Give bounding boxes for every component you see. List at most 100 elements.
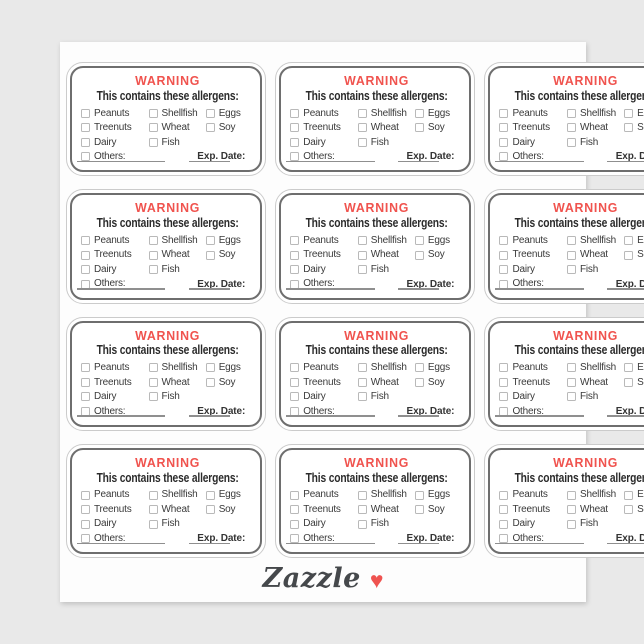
- allergen-option-peanuts: Peanuts: [81, 235, 149, 247]
- sticker-border: WARNING This contains these allergens: P…: [279, 193, 472, 300]
- sticker-border: WARNING This contains these allergens: P…: [279, 320, 472, 427]
- allergen-name: Wheat: [579, 376, 608, 388]
- checkbox-icon: [357, 123, 367, 133]
- checkbox-icon: [499, 490, 509, 500]
- checkbox-icon: [357, 250, 367, 260]
- checkbox-icon: [414, 123, 424, 133]
- exp-date-write-in-line: [397, 288, 440, 290]
- empty-cell: [415, 391, 464, 403]
- allergen-name: Soy: [427, 376, 445, 388]
- sticker-border: WARNING This contains these allergens: P…: [488, 447, 644, 554]
- warning-title: WARNING: [553, 200, 619, 216]
- checkbox-icon: [414, 363, 424, 373]
- exp-date-label: Exp. Date:: [406, 405, 455, 417]
- allergen-option-soy: Soy: [624, 249, 644, 261]
- allergen-name: Peanuts: [512, 362, 548, 374]
- allergen-name: Fish: [161, 263, 180, 275]
- allergen-option-dairy: Dairy: [290, 264, 358, 276]
- allergen-name: Eggs: [427, 234, 450, 246]
- allergen-option-eggs: Eggs: [414, 489, 464, 501]
- allergen-name: Fish: [579, 518, 599, 530]
- allergen-name: Others:: [303, 532, 335, 544]
- checkbox-icon: [357, 236, 367, 246]
- allergen-option-dairy: Dairy: [290, 137, 358, 149]
- allergen-warning-sticker: WARNING This contains these allergens: P…: [484, 316, 644, 431]
- allergen-name: Eggs: [637, 107, 644, 119]
- checkbox-icon: [499, 519, 509, 529]
- allergen-option-fish: Fish: [357, 391, 415, 403]
- allergen-option-wheat: Wheat: [566, 122, 624, 134]
- allergen-option-treenuts: Treenuts: [290, 504, 358, 516]
- allergen-option-eggs: Eggs: [205, 108, 255, 120]
- checkbox-icon: [624, 236, 634, 246]
- allergen-option-dairy: Dairy: [499, 264, 567, 276]
- allergen-name: Dairy: [512, 391, 535, 403]
- allergen-name: Fish: [579, 391, 599, 403]
- exp-date-write-in-line: [607, 288, 644, 290]
- checkbox-icon: [148, 505, 158, 515]
- allergen-name: Shellfish: [370, 107, 407, 119]
- sticker-border: WARNING This contains these allergens: P…: [488, 66, 644, 173]
- allergen-name: Wheat: [579, 122, 608, 134]
- allergen-option-wheat: Wheat: [566, 249, 624, 261]
- allergen-option-peanuts: Peanuts: [290, 489, 358, 501]
- allergen-name: Eggs: [637, 362, 644, 374]
- allergen-option-fish: Fish: [357, 137, 415, 149]
- exp-date-cell: Exp. Date:: [149, 278, 255, 290]
- allergen-name: Treenuts: [303, 122, 341, 134]
- allergen-option-peanuts: Peanuts: [290, 235, 358, 247]
- checkbox-icon: [414, 108, 424, 118]
- sticker-border: WARNING This contains these allergens: P…: [70, 320, 263, 427]
- empty-cell: [624, 518, 644, 530]
- allergen-option-wheat: Wheat: [357, 504, 415, 516]
- allergen-option-treenuts: Treenuts: [290, 377, 358, 389]
- allergen-option-dairy: Dairy: [499, 391, 567, 403]
- allergen-name: Treenuts: [94, 503, 132, 515]
- empty-cell: [206, 264, 255, 276]
- empty-cell: [624, 264, 644, 276]
- allergen-option-wheat: Wheat: [148, 249, 206, 261]
- allergen-name: Peanuts: [512, 234, 548, 246]
- checkbox-icon: [566, 108, 576, 118]
- others-write-in-line: [286, 288, 375, 290]
- allergen-name: Dairy: [512, 136, 535, 148]
- allergen-option-soy: Soy: [414, 249, 464, 261]
- allergen-name: Eggs: [637, 489, 644, 501]
- checkbox-icon: [357, 108, 367, 118]
- checkbox-icon: [357, 392, 367, 402]
- checkbox-icon: [148, 265, 158, 275]
- sticker-sheet: WARNING This contains these allergens: P…: [60, 42, 644, 602]
- checkbox-icon: [566, 236, 576, 246]
- allergen-option-fish: Fish: [148, 263, 206, 276]
- allergen-option-treenuts: Treenuts: [81, 377, 149, 389]
- allergen-option-dairy: Dairy: [499, 137, 567, 149]
- allergen-option-dairy: Dairy: [290, 518, 358, 530]
- allergen-warning-sticker: WARNING This contains these allergens: P…: [66, 443, 267, 558]
- checkbox-icon: [290, 137, 300, 147]
- allergen-name: Peanuts: [512, 489, 548, 501]
- allergen-name: Soy: [427, 122, 445, 134]
- others-write-in-line: [77, 542, 166, 544]
- allergen-name: Shellfish: [579, 107, 616, 119]
- allergen-name: Wheat: [161, 249, 190, 261]
- allergen-option-soy: Soy: [205, 122, 255, 134]
- checkbox-icon: [290, 108, 300, 118]
- exp-date-label: Exp. Date:: [197, 278, 246, 290]
- allergen-option-eggs: Eggs: [624, 108, 644, 120]
- checkbox-icon: [414, 505, 424, 515]
- allergen-option-shellfish: Shellfish: [357, 107, 415, 120]
- allergen-name: Eggs: [637, 234, 644, 246]
- allergen-option-fish: Fish: [566, 391, 624, 403]
- allergen-warning-sticker: WARNING This contains these allergens: P…: [275, 443, 476, 558]
- checkbox-icon: [357, 377, 367, 387]
- allergen-warning-sticker: WARNING This contains these allergens: P…: [484, 62, 644, 177]
- allergen-option-shellfish: Shellfish: [357, 235, 415, 247]
- allergen-name: Eggs: [218, 234, 241, 246]
- allergen-name: Shellfish: [161, 362, 198, 374]
- allergen-option-treenuts: Treenuts: [499, 122, 567, 134]
- allergen-name: Others:: [303, 278, 335, 290]
- allergen-option-peanuts: Peanuts: [81, 108, 149, 120]
- others-write-in-line: [286, 160, 375, 163]
- checkbox-icon: [290, 377, 300, 387]
- empty-cell: [415, 518, 464, 530]
